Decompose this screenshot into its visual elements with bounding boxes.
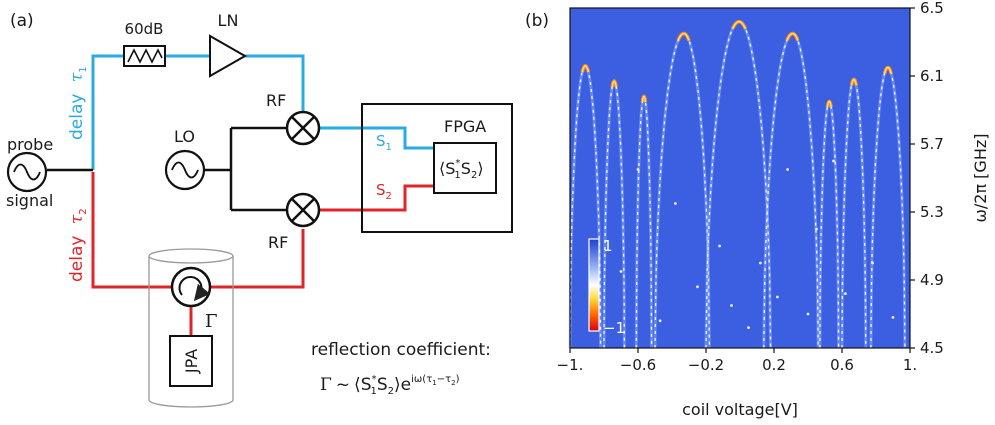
resonance-dot bbox=[636, 168, 640, 171]
arc-peak-core bbox=[641, 95, 647, 103]
resonance-dot bbox=[815, 227, 818, 231]
fpga-label: FPGA bbox=[444, 117, 486, 136]
attenuator-60db: 60dB bbox=[123, 20, 166, 67]
x-tick-label: −0.2 bbox=[688, 356, 724, 374]
plot-frame bbox=[569, 7, 911, 349]
probe-label: probe bbox=[7, 135, 53, 154]
mixer-top-label: RF bbox=[266, 91, 286, 110]
circulator bbox=[170, 266, 212, 308]
resonance-dot bbox=[759, 261, 762, 265]
resonance-dot bbox=[619, 270, 623, 273]
jpa-label: JPA bbox=[182, 349, 201, 374]
lo-wiring bbox=[47, 126, 287, 212]
s2-label: S2 bbox=[376, 181, 392, 202]
amplifier-label: LN bbox=[218, 11, 239, 30]
x-tick-label: −1. bbox=[557, 356, 584, 374]
resonance-dot bbox=[658, 319, 662, 323]
colorbar-max-label: 1 bbox=[603, 237, 613, 255]
heatmap-background bbox=[570, 8, 910, 348]
attenuator-label: 60dB bbox=[125, 20, 164, 38]
delay-1-label: delay τ1 bbox=[67, 66, 89, 140]
delay-2-label: delay τ2 bbox=[67, 208, 89, 282]
fpga-box: FPGA S1 S2 ⟨S* 1S2⟩ bbox=[361, 103, 513, 233]
resonance-arc bbox=[569, 65, 602, 349]
blue-signal-path bbox=[91, 54, 434, 170]
mixer-bottom: RF bbox=[268, 192, 321, 252]
y-tick-label: 4.9 bbox=[920, 271, 944, 289]
arc-peak-core bbox=[786, 32, 799, 41]
resonance-dot bbox=[696, 285, 699, 289]
s1-label: S1 bbox=[376, 132, 392, 153]
signal-label: signal bbox=[6, 191, 53, 210]
svg-text:delay τ1: delay τ1 bbox=[67, 66, 89, 140]
x-axis-label: coil voltage[V] bbox=[682, 400, 798, 419]
resonance-dot bbox=[806, 312, 810, 316]
resonance-arcs bbox=[568, 19, 907, 349]
y-axis-label: ω/2π [GHz] bbox=[971, 134, 990, 223]
x-tick-label: −0.6 bbox=[620, 356, 656, 374]
colorbar: 1 −1 bbox=[588, 237, 625, 337]
arc-peak-core bbox=[883, 66, 892, 74]
mixer-bottom-label: RF bbox=[268, 233, 288, 252]
probe-source: probe signal bbox=[6, 135, 53, 210]
y-tick-label: 6.1 bbox=[920, 67, 944, 85]
panel-a-label: (a) bbox=[10, 11, 34, 31]
cryostat-cylinder bbox=[148, 248, 234, 408]
resonance-dot bbox=[786, 168, 789, 171]
resonance-dot bbox=[891, 316, 895, 319]
x-tick-label: 0.2 bbox=[762, 356, 786, 374]
x-axis-ticks: −1. −0.6 −0.2 0.2 0.6 1. bbox=[557, 348, 917, 374]
y-tick-label: 4.5 bbox=[920, 339, 944, 357]
resonance-dot bbox=[844, 292, 847, 295]
x-tick-label: 1. bbox=[903, 356, 917, 374]
panel-a: (a) 60dB bbox=[6, 11, 513, 408]
resonance-arc bbox=[654, 32, 711, 349]
amplifier-ln: LN bbox=[209, 11, 248, 78]
resonance-arc bbox=[763, 32, 819, 349]
resonance-dot bbox=[730, 304, 733, 307]
arc-peak-core bbox=[826, 100, 832, 108]
svg-text:delay τ2: delay τ2 bbox=[67, 208, 89, 282]
arc-peak-core bbox=[731, 20, 746, 30]
resonance-dot bbox=[832, 159, 835, 163]
y-tick-label: 5.7 bbox=[920, 135, 944, 153]
resonance-dot bbox=[718, 244, 721, 248]
correlator-label: ⟨S* 1S2⟩ bbox=[439, 158, 484, 181]
panel-b: (b) −1. −0.6 −0.2 0.2 0.6 1. 4.5 4.9 5.3 5.7 6.1 6… bbox=[525, 0, 990, 419]
colorbar-min-label: −1 bbox=[603, 319, 625, 337]
local-oscillator: LO bbox=[164, 127, 206, 191]
arc-peak-core bbox=[581, 65, 590, 73]
reflection-title: reflection coefficient: bbox=[311, 340, 491, 360]
resonance-dot bbox=[871, 261, 874, 265]
y-axis-ticks: 4.5 4.9 5.3 5.7 6.1 6.5 bbox=[910, 0, 944, 357]
gamma-label: Γ bbox=[205, 311, 218, 332]
reflection-formula: Γ ~ ⟨S* 1S2⟩eiω(τ1−τ2) bbox=[320, 374, 460, 397]
jpa-box: JPA bbox=[169, 335, 213, 387]
arc-peak-core bbox=[677, 32, 690, 41]
mixer-top: RF bbox=[266, 91, 321, 146]
panel-b-label: (b) bbox=[525, 11, 549, 31]
resonance-arc bbox=[841, 78, 867, 349]
resonance-dot bbox=[776, 295, 779, 299]
y-tick-label: 6.5 bbox=[920, 0, 944, 17]
arc-peak-core bbox=[611, 80, 617, 88]
x-tick-label: 0.6 bbox=[830, 356, 854, 374]
y-tick-label: 5.3 bbox=[920, 203, 944, 221]
lo-label: LO bbox=[174, 127, 195, 146]
resonance-dot bbox=[747, 326, 750, 329]
arc-peak-core bbox=[850, 78, 857, 86]
resonance-dot bbox=[674, 202, 677, 205]
